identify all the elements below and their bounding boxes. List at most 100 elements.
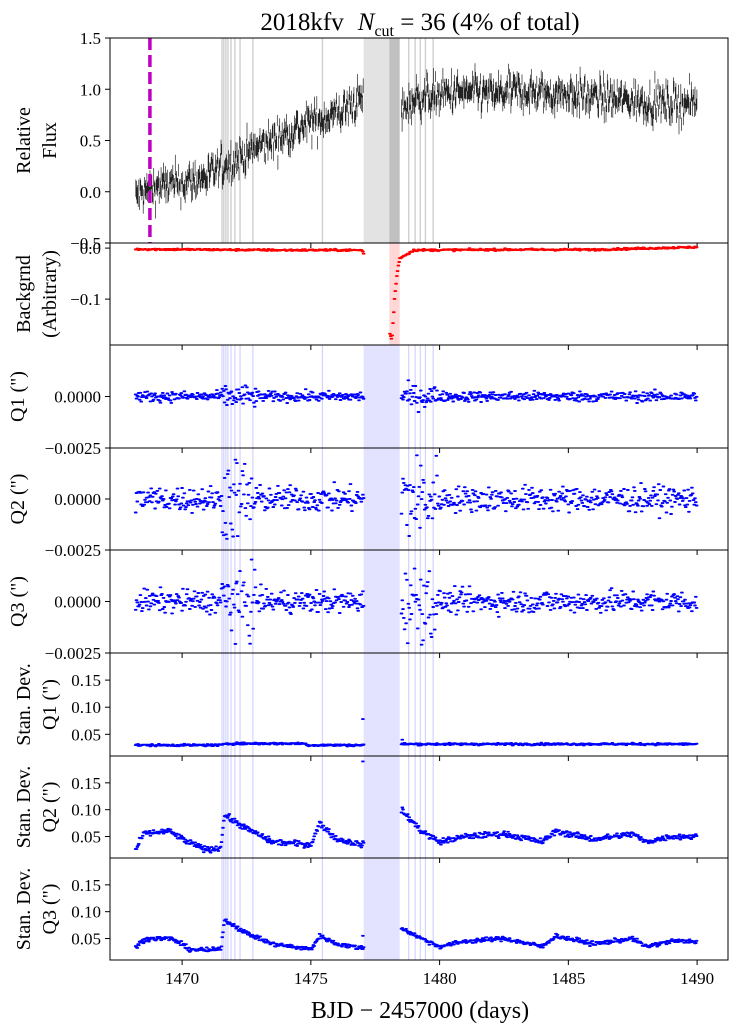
- ylabel-line-q2-0: Q2 ("): [7, 474, 29, 525]
- ytick-label-sd3-2: 0.15: [71, 876, 101, 895]
- cut-shade: [389, 243, 400, 345]
- series-path-sd3: [133, 918, 699, 953]
- panel-frame-background: [109, 242, 729, 346]
- ylabel-q2: Q2 ("): [7, 474, 29, 525]
- ytick-label-q3-0: 0.0000: [54, 593, 101, 612]
- panel-frame-flux: [109, 37, 729, 244]
- plot-area-background: [133, 243, 699, 345]
- series-path-sd2: [133, 760, 699, 854]
- panel-frame-q3: [109, 549, 729, 654]
- panel-flux: −0.5 0.0 0.5 1.0 1.5 Relative Flux: [13, 29, 729, 253]
- ylabel-q3: Q3 ("): [7, 576, 29, 627]
- ylabel-line-q3-0: Q3 ("): [7, 576, 29, 627]
- title-rest: = 36 (4% of total): [394, 9, 580, 36]
- x-axis-label: BJD − 2457000 (days): [311, 998, 529, 1024]
- ytick-label-sd2-0: 0.05: [71, 828, 101, 847]
- xtick-label-1: 1475: [294, 969, 328, 988]
- ytick-label-background-1: −0.1: [70, 290, 101, 309]
- ylabel-line-q1-0: Q1 ("): [7, 371, 29, 422]
- ytick-label-sd2-2: 0.15: [71, 774, 101, 793]
- ylabel-line-sd3-0: Stan. Dev.: [13, 868, 35, 951]
- panel-q1: 0.0000 −0.0025 Q1 ("): [7, 344, 729, 458]
- panel-q3: 0.0000 −0.0025 Q3 ("): [7, 549, 729, 663]
- ytick-label-sd3-1: 0.10: [71, 903, 101, 922]
- series-sd3: [133, 918, 699, 953]
- ylabel-line-sd2-1: Q2 ("): [39, 782, 61, 833]
- gap-shade: [363, 858, 400, 960]
- plot-area-q3: [133, 550, 699, 653]
- ytick-label-q2-1: −0.0025: [45, 541, 101, 560]
- plot-area-sd2: [133, 756, 699, 858]
- plot-area-sd3: [133, 858, 699, 960]
- ylabel-sd1: Stan. Dev. Q1 ("): [13, 663, 61, 746]
- series-q1: [133, 379, 699, 413]
- series-path-sd1: [133, 718, 699, 748]
- title-n-symbol: N: [357, 9, 376, 36]
- panel-frame-q2: [109, 447, 729, 551]
- panel-frame-sd1: [109, 652, 729, 757]
- ytick-label-sd2-1: 0.10: [71, 801, 101, 820]
- ylabel-sd3: Stan. Dev. Q3 ("): [13, 868, 61, 951]
- gap-shade: [363, 550, 400, 653]
- chart-title: 2018kfv Ncut = 36 (4% of total): [260, 9, 579, 40]
- plot-area-flux: [135, 38, 698, 243]
- ytick-label-q1-0: 0.0000: [54, 388, 101, 407]
- xtick-label-4: 1490: [680, 969, 714, 988]
- series-flux: [135, 63, 698, 219]
- xtick-label-3: 1485: [551, 969, 585, 988]
- ytick-label-flux-1: 0.0: [80, 183, 101, 202]
- ylabel-line-sd1-1: Q1 ("): [39, 679, 61, 730]
- ylabel-line-background-0: Backgrnd: [13, 255, 35, 333]
- series-sd1: [133, 718, 699, 748]
- panel-q2: 0.0000 −0.0025 Q2 ("): [7, 447, 729, 560]
- ytick-label-q1-1: −0.0025: [45, 439, 101, 458]
- gap-shade: [363, 345, 400, 448]
- series-path-q3: [133, 558, 699, 646]
- series-sd2: [133, 760, 699, 854]
- plot-area-q2: [133, 448, 699, 550]
- title-object: 2018kfv: [260, 9, 344, 36]
- ytick-label-q3-1: −0.0025: [45, 644, 101, 663]
- series-q3: [133, 558, 699, 646]
- title-n-subscript: cut: [374, 23, 394, 40]
- ytick-label-sd3-0: 0.05: [71, 930, 101, 949]
- gap-shade: [363, 653, 400, 756]
- ytick-label-flux-3: 1.0: [80, 80, 101, 99]
- gap-shade: [363, 448, 400, 550]
- ylabel-flux: Relative Flux: [13, 107, 61, 174]
- series-path-background: [133, 245, 699, 340]
- ylabel-q1: Q1 ("): [7, 371, 29, 422]
- xtick-label-0: 1470: [165, 969, 199, 988]
- ytick-label-sd1-0: 0.05: [71, 725, 101, 744]
- ytick-label-q2-0: 0.0000: [54, 490, 101, 509]
- ylabel-line-background-1: (Arbitrary): [39, 250, 61, 338]
- panel-sd2: 0.05 0.10 0.15 Stan. Dev. Q2 ("): [13, 755, 729, 863]
- ytick-label-flux-4: 1.5: [80, 29, 101, 48]
- gap-shade: [363, 756, 400, 858]
- series-q2: [133, 454, 699, 540]
- ylabel-line-sd1-0: Stan. Dev.: [13, 663, 35, 746]
- ytick-label-flux-0: −0.5: [70, 234, 101, 253]
- plot-area-q1: [133, 345, 699, 448]
- panel-frame-sd3: [109, 857, 729, 961]
- ylabel-line-flux-1: Flux: [39, 122, 61, 159]
- ytick-label-background-0: 0.0: [80, 239, 101, 258]
- cut-shade: [389, 38, 400, 243]
- ylabel-background: Backgrnd (Arbitrary): [13, 250, 61, 338]
- series-path-q2: [133, 454, 699, 540]
- ytick-label-sd1-2: 0.15: [71, 671, 101, 690]
- series-path-flux: [135, 63, 698, 219]
- series-background: [133, 245, 699, 340]
- ylabel-sd2: Stan. Dev. Q2 ("): [13, 766, 61, 849]
- ylabel-line-sd3-1: Q3 ("): [39, 884, 61, 935]
- panel-background: 0.0 −0.1 Backgrnd (Arbitrary): [13, 239, 729, 350]
- ylabel-line-flux-0: Relative: [13, 107, 35, 174]
- plot-area-sd1: [133, 653, 699, 756]
- series-path-q1: [133, 379, 699, 413]
- panel-sd3: 0.05 0.10 0.15 1470 1475 1480 1485 1490 Stan. De…: [13, 857, 729, 988]
- ytick-label-sd1-1: 0.10: [71, 698, 101, 717]
- panel-sd1: 0.05 0.10 0.15 Stan. Dev. Q1 ("): [13, 652, 729, 761]
- ytick-label-flux-2: 0.5: [80, 132, 101, 151]
